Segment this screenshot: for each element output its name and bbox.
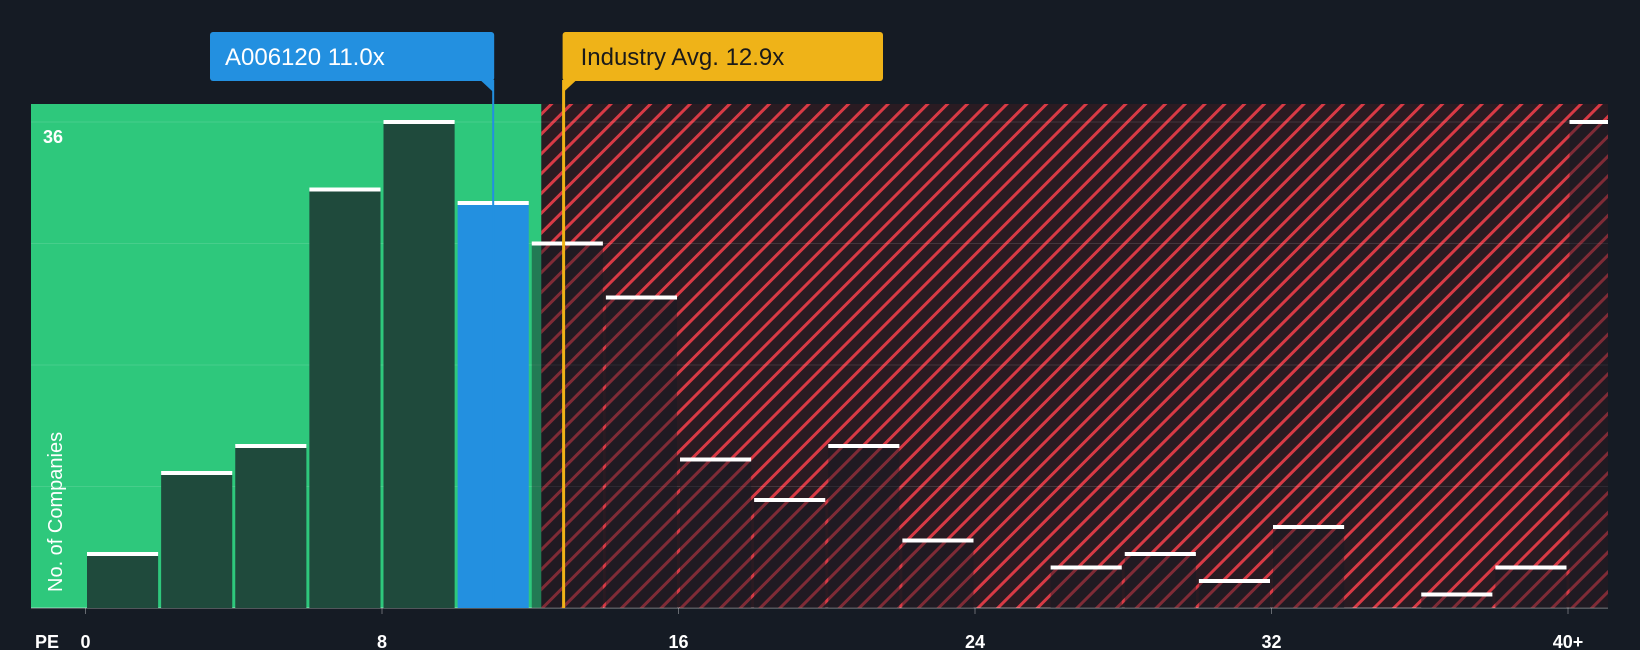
x-tick-label: 32 [1261, 632, 1281, 650]
overvalued-zone [541, 104, 1608, 608]
company-callout-label: A006120 11.0x [225, 44, 385, 71]
histogram-bar [383, 122, 455, 608]
histogram-bar [754, 500, 826, 608]
company-callout-pointer [479, 79, 494, 92]
histogram-bar-top [1495, 565, 1567, 570]
histogram-bar-top [309, 187, 381, 192]
histogram-bar-top [605, 295, 677, 300]
y-axis-title: No. of Companies [45, 432, 67, 592]
histogram-bar-top [754, 498, 826, 502]
histogram-bar [1050, 567, 1122, 608]
histogram-bar [828, 446, 900, 608]
company-callout-box [210, 32, 495, 81]
histogram-bar-top [1421, 592, 1493, 597]
industry-callout-label: Industry Avg. 12.9x [581, 44, 785, 71]
histogram-bar [87, 554, 159, 608]
histogram-bar [531, 243, 603, 608]
y-axis-max-label: 36 [43, 127, 63, 147]
histogram-bar-top [161, 471, 233, 475]
histogram-bar-top [531, 241, 603, 246]
histogram-bar-top [680, 457, 752, 462]
histogram-bar [902, 540, 974, 608]
x-tick-label: 8 [377, 632, 387, 650]
histogram-bar [1124, 554, 1196, 608]
histogram-bar [680, 459, 752, 608]
histogram-bar-top [383, 120, 455, 124]
x-tick-label: 0 [80, 632, 90, 650]
x-tick-label: 40+ [1553, 632, 1584, 650]
histogram-bar-top [1124, 552, 1196, 556]
histogram-bar [1421, 594, 1493, 608]
histogram-bar [235, 446, 307, 608]
histogram-bar-top [1569, 120, 1608, 124]
industry-callout-pointer [563, 79, 578, 92]
x-tick-label: 24 [965, 632, 985, 650]
histogram-bar [1198, 581, 1270, 608]
histogram-bar-top [1273, 525, 1345, 529]
histogram-bar [605, 297, 677, 608]
histogram-bar [309, 189, 381, 608]
histogram-bar-top [1198, 579, 1270, 583]
histogram-bar-top [235, 444, 307, 448]
industry-callout-box [562, 32, 883, 81]
x-axis-title: PE [35, 632, 59, 650]
histogram-bar-top [828, 444, 900, 448]
histogram-bar [1273, 527, 1345, 608]
histogram-bar [161, 473, 233, 608]
histogram-bar [1569, 122, 1608, 608]
histogram-bar-top [902, 538, 974, 543]
histogram-bar [1495, 567, 1567, 608]
histogram-bar-top [87, 552, 159, 556]
histogram-bar-top [1050, 565, 1122, 570]
x-tick-label: 16 [668, 632, 688, 650]
